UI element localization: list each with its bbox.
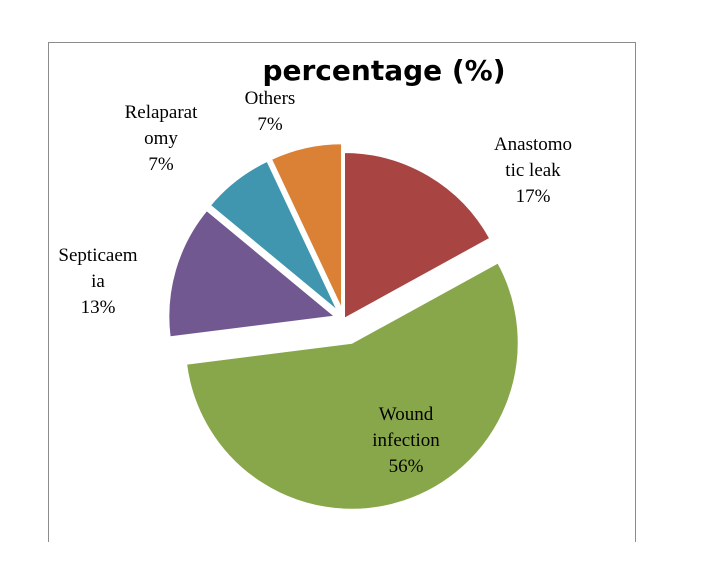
- data-label-line: ia: [91, 271, 105, 292]
- pie-slice-septicaemia: [167, 208, 338, 339]
- data-label-line: 56%: [389, 456, 424, 477]
- data-label-line: omy: [144, 128, 178, 149]
- chart-title: percentage (%): [262, 54, 505, 87]
- pie-slice-others: [269, 142, 344, 311]
- data-label-others: Others 7%: [245, 88, 296, 135]
- data-label-wound-infection: Wound infection 56%: [372, 404, 440, 477]
- data-label-line: 17%: [516, 186, 551, 207]
- data-label-line: Anastomo: [494, 134, 572, 155]
- pie-slices: [167, 142, 520, 511]
- data-label-relaparatomy: Relaparat omy 7%: [125, 102, 199, 175]
- pie-slice-anastomotic-leak: [343, 150, 492, 321]
- data-label-line: Septicaem: [58, 245, 137, 266]
- data-label-line: 7%: [148, 154, 174, 175]
- data-label-line: Wound: [379, 404, 434, 425]
- data-label-line: 7%: [257, 114, 283, 135]
- data-label-line: Others: [245, 88, 296, 109]
- data-label-anastomotic-leak: Anastomo tic leak 17%: [494, 134, 572, 207]
- data-label-line: 13%: [81, 297, 116, 318]
- data-label-line: infection: [372, 430, 440, 451]
- pie-slice-wound-infection: [184, 260, 520, 511]
- data-label-septicaemia: Septicaem ia 13%: [58, 245, 137, 318]
- data-label-line: Relaparat: [125, 102, 199, 123]
- pie-slice-relaparatomy: [208, 159, 340, 313]
- data-label-line: tic leak: [505, 160, 561, 181]
- data-labels: Anastomo tic leak 17% Wound infection 56% Sept…: [58, 88, 572, 477]
